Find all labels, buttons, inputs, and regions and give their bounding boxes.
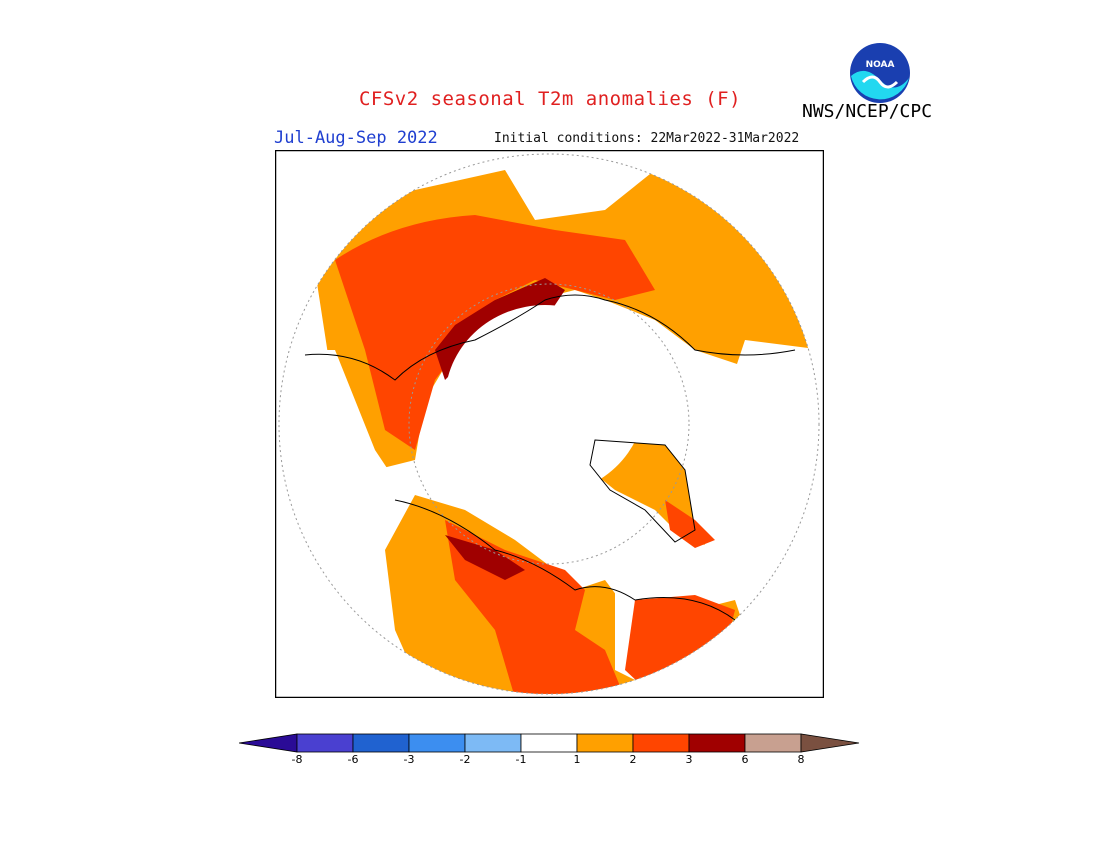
anomaly-region-alaska xyxy=(445,535,525,580)
colorbar-arrow-low xyxy=(239,733,298,753)
arctic-ocean xyxy=(445,305,645,495)
colorbar-arrow-high xyxy=(800,733,860,753)
colorbar-segment xyxy=(744,733,802,753)
colorbar-tick-label: 6 xyxy=(741,753,749,766)
colorbar-ticks: -8 -6 -3 -2 -1 1 2 3 6 8 xyxy=(0,753,1100,773)
season-label: Jul-Aug-Sep 2022 xyxy=(274,128,438,148)
coastline-north-america xyxy=(394,499,736,621)
colorbar-tick-label: 2 xyxy=(629,753,637,766)
colorbar-segment xyxy=(464,733,522,753)
noaa-logo-icon: NOAA xyxy=(850,43,910,103)
colorbar xyxy=(239,733,860,753)
coastline-eurasia xyxy=(304,294,796,381)
colorbar-tick-label: -2 xyxy=(459,753,471,766)
colorbar-segment xyxy=(296,733,354,753)
colorbar-segment xyxy=(576,733,634,753)
colorbar-segment xyxy=(408,733,466,753)
colorbar-tick-label: 8 xyxy=(797,753,805,766)
colorbar-tick-label: 1 xyxy=(573,753,581,766)
coastline-greenland xyxy=(589,439,696,543)
colorbar-segment xyxy=(688,733,746,753)
colorbar-segment xyxy=(352,733,410,753)
anomaly-region-eastern-canada xyxy=(625,595,735,694)
colorbar-tick-label: -3 xyxy=(403,753,415,766)
agency-label: NWS/NCEP/CPC xyxy=(802,101,933,122)
colorbar-segment xyxy=(520,733,578,753)
colorbar-tick-label: 3 xyxy=(685,753,693,766)
anomaly-region-greenland-south xyxy=(665,500,715,548)
colorbar-tick-label: -8 xyxy=(291,753,303,766)
anomaly-region-siberia xyxy=(335,215,655,450)
chart-title: CFSv2 seasonal T2m anomalies (F) xyxy=(358,88,742,110)
initial-conditions-label: Initial conditions: 22Mar2022-31Mar2022 xyxy=(494,131,800,146)
colorbar-tick-label: -1 xyxy=(515,753,527,766)
north-atlantic-ocean xyxy=(279,350,395,510)
colorbar-tick-label: -6 xyxy=(347,753,359,766)
svg-text:NOAA: NOAA xyxy=(866,60,895,70)
north-pacific-ocean xyxy=(715,340,819,510)
colorbar-segment xyxy=(632,733,690,753)
anomaly-map xyxy=(275,150,824,698)
